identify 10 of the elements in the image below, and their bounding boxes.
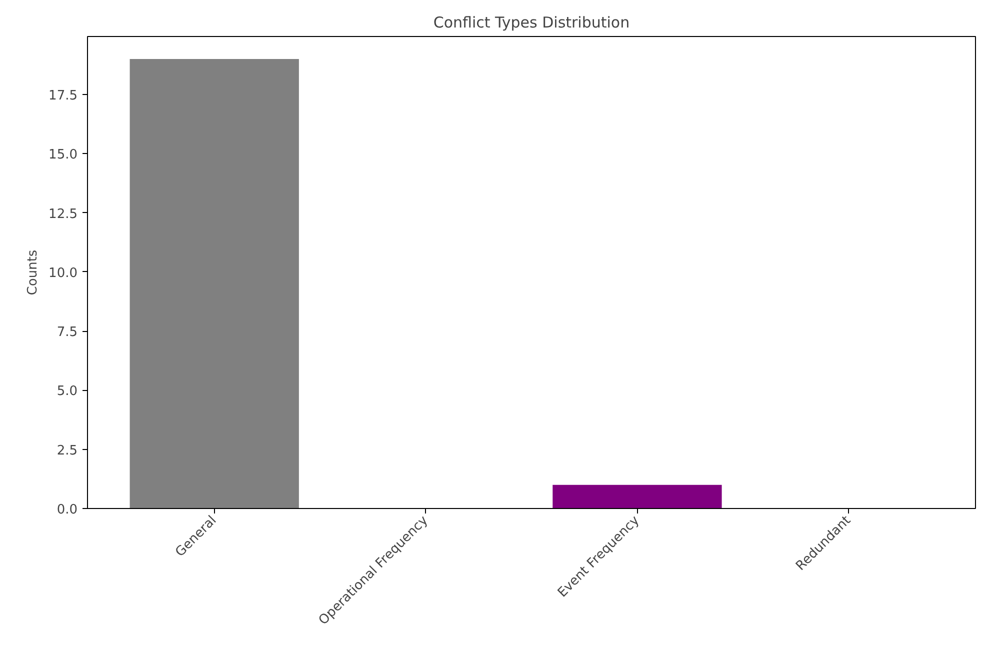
- y-tick-label: 5.0: [56, 384, 78, 400]
- y-tick-label: 7.5: [56, 325, 78, 340]
- y-axis-title: Counts: [26, 250, 41, 296]
- y-tick-label: 12.5: [48, 206, 78, 222]
- y-tick-label: 15.0: [48, 148, 78, 163]
- y-tick-label: 17.5: [48, 88, 78, 104]
- y-tick-label: 2.5: [56, 443, 78, 458]
- y-tick-label: 0.0: [56, 502, 78, 518]
- y-tick-label: 10.0: [48, 266, 78, 281]
- chart-title: Conflict Types Distribution: [433, 14, 630, 32]
